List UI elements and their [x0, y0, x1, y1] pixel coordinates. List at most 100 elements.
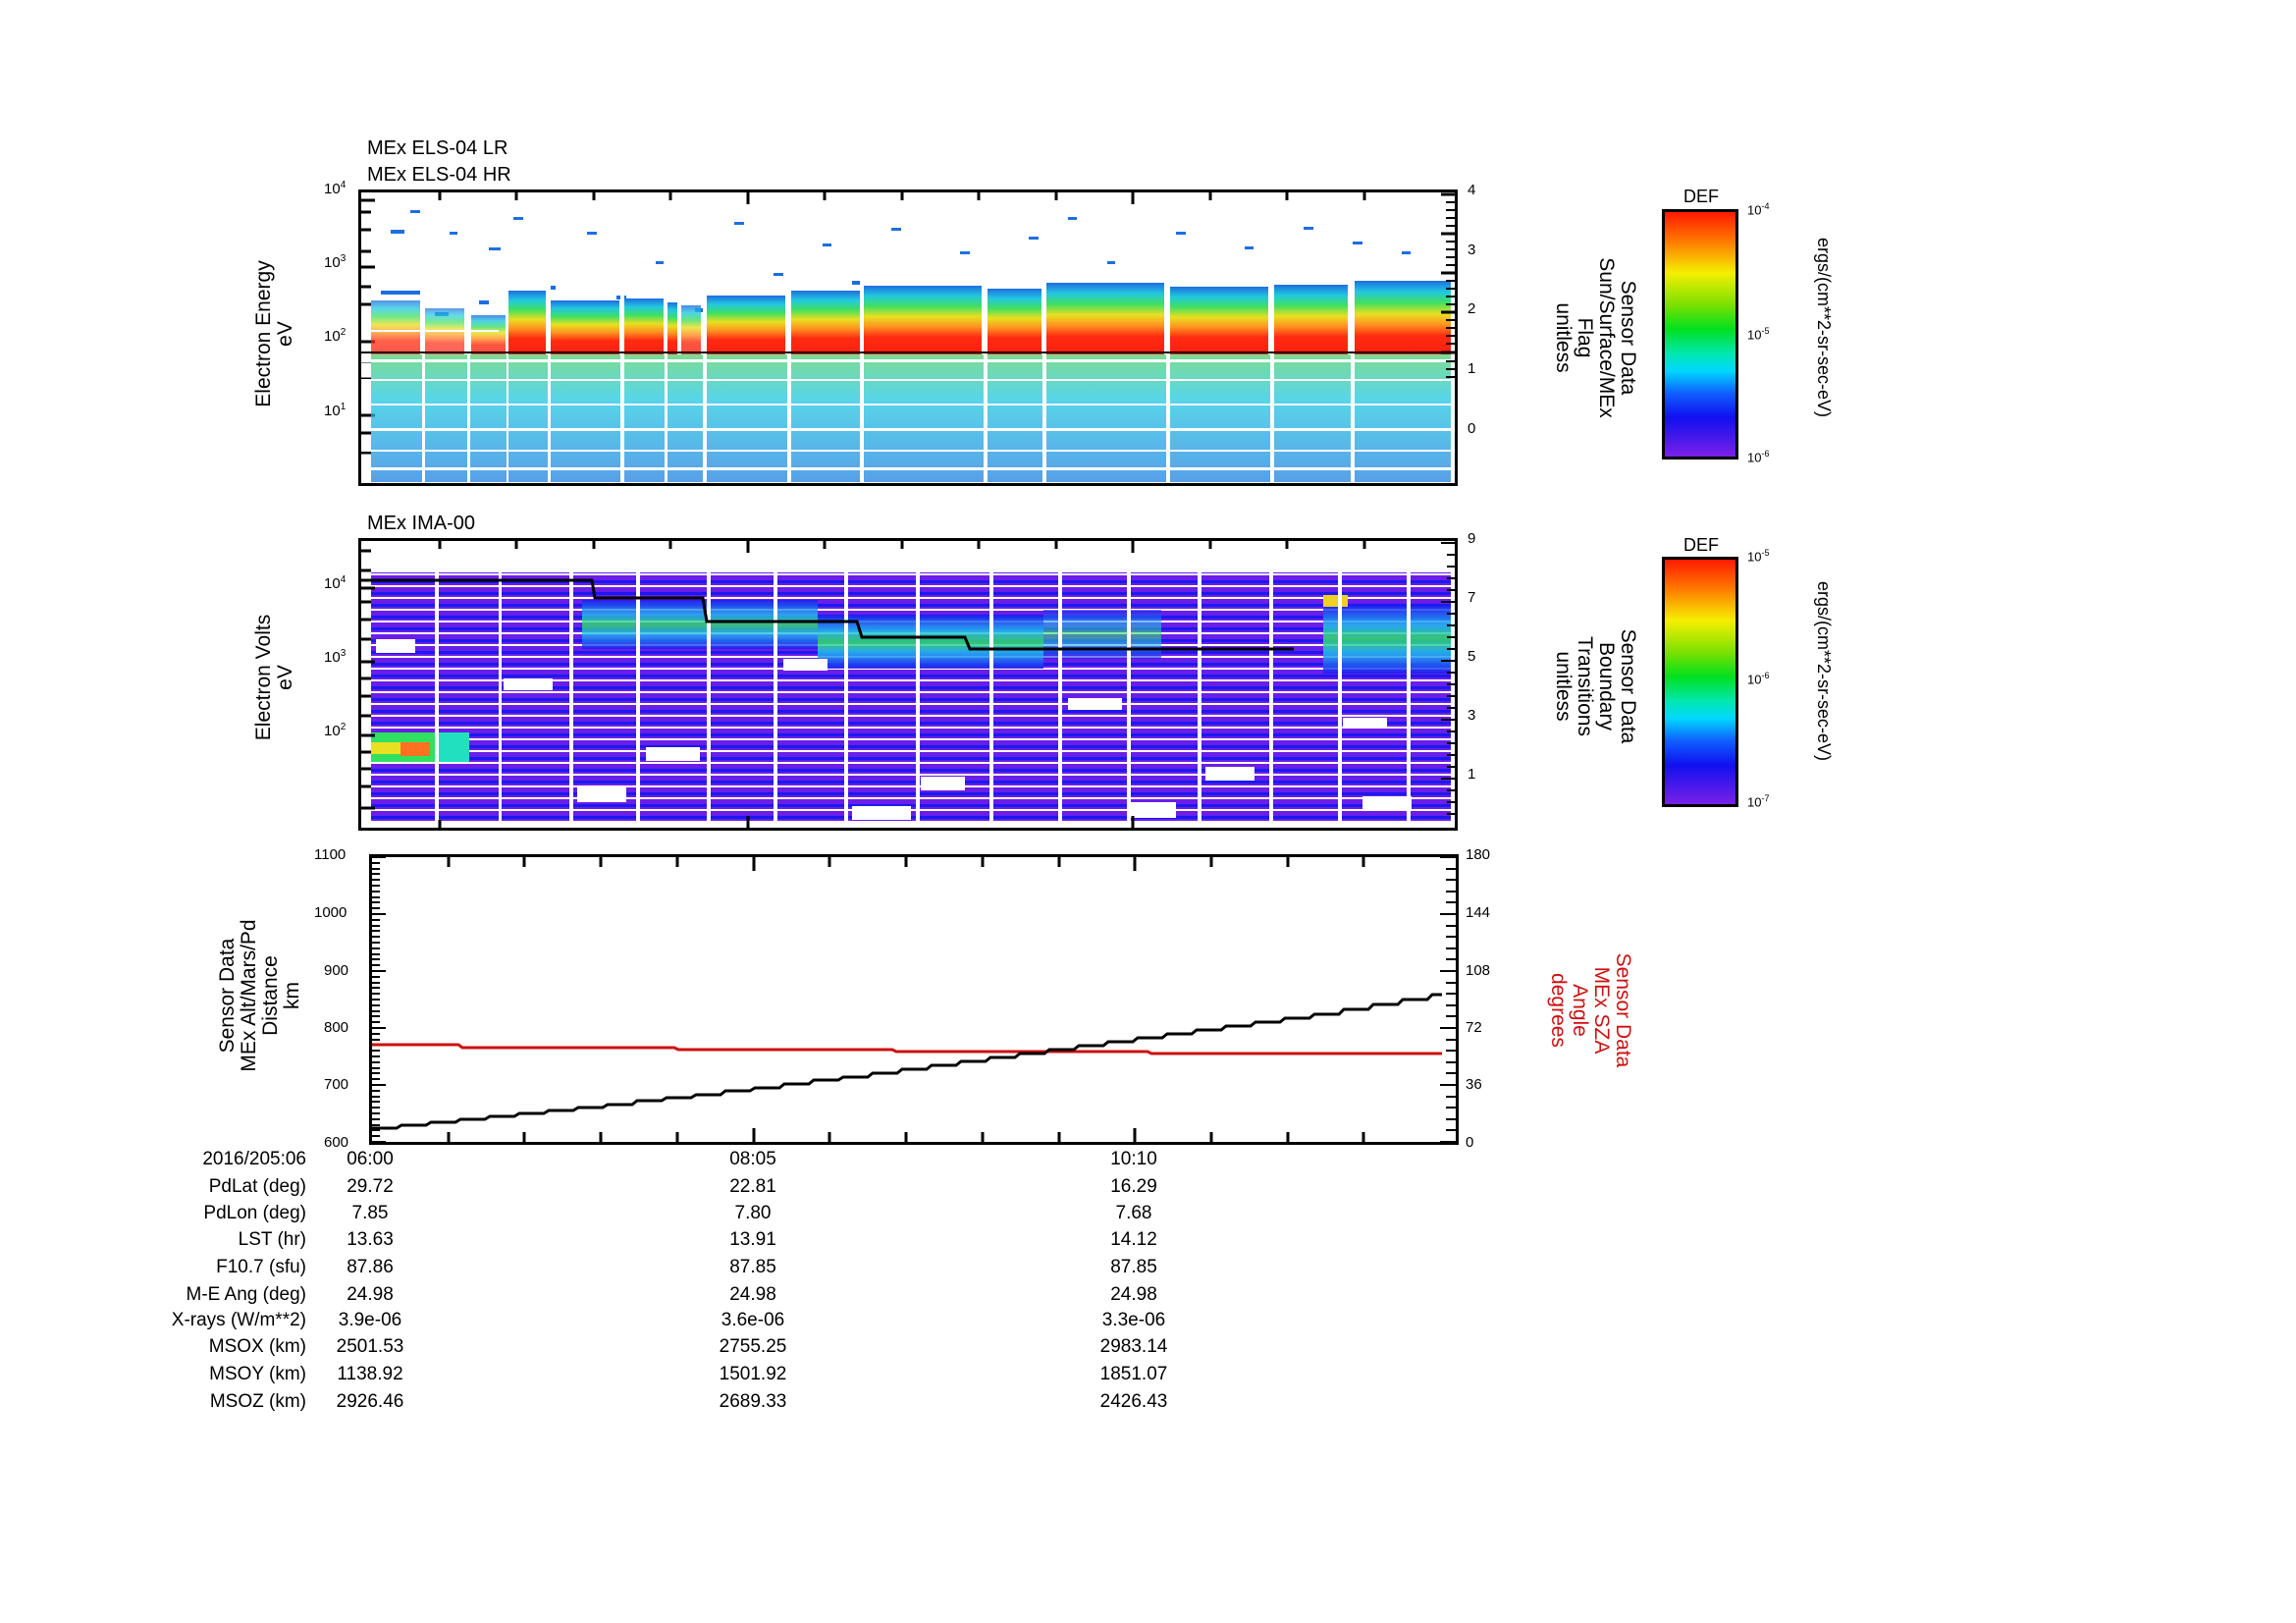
ephemeris-label: MSOZ (km) — [209, 1391, 306, 1412]
ephemeris-value: 24.98 — [1110, 1284, 1157, 1305]
ytick: 104 — [324, 180, 347, 197]
ytick: 1000 — [314, 904, 347, 921]
ytick: 104 — [324, 574, 347, 592]
boundary-transitions-line — [361, 578, 1294, 651]
ephemeris-value: 29.72 — [347, 1176, 394, 1197]
y2tick: 144 — [1466, 904, 1491, 921]
bottom-panel-y2label: Sensor Data MEx SZA Angle degrees — [1547, 912, 1634, 1109]
ytick: 700 — [324, 1076, 349, 1093]
y2label-line: Angle — [1569, 984, 1591, 1037]
ephemeris-label: MSOY (km) — [209, 1364, 306, 1384]
line-plot-panel — [369, 854, 1459, 1145]
ephemeris-value: 1501.92 — [719, 1364, 787, 1384]
ephemeris-label: PdLat (deg) — [208, 1176, 306, 1197]
colorbar-tick: 10-6 — [1747, 449, 1770, 465]
ephemeris-value: 87.85 — [729, 1257, 776, 1277]
ytick: 101 — [324, 402, 347, 419]
y2label-line: Sensor Data — [1617, 280, 1639, 396]
ytick: 102 — [324, 722, 347, 739]
colorbar-tick: 10-4 — [1747, 201, 1770, 218]
y2tick: 7 — [1468, 589, 1476, 606]
ytick: 102 — [324, 327, 347, 345]
ephemeris-value: 06:00 — [347, 1149, 394, 1169]
y2tick: 9 — [1468, 530, 1476, 547]
colorbar-1-unit: ergs/(cm**2-sr-sec-eV) — [1814, 238, 1834, 418]
ephemeris-value: 3.6e-06 — [721, 1310, 785, 1330]
top-panel-title-lr: MEx ELS-04 LR — [367, 137, 508, 159]
colorbar-tick: 10-7 — [1747, 793, 1770, 810]
ylabel-line: km — [281, 982, 303, 1009]
ephemeris-value: 7.68 — [1115, 1203, 1152, 1223]
top-panel-ylabel: Electron Energy eV — [252, 255, 296, 412]
ephemeris-value: 87.86 — [347, 1257, 394, 1277]
ephemeris-value: 14.12 — [1110, 1229, 1157, 1250]
y2tick: 0 — [1468, 420, 1476, 437]
y2label-line: MEx SZA — [1590, 966, 1613, 1055]
y2tick: 72 — [1466, 1019, 1482, 1036]
ephemeris-value: 2983.14 — [1099, 1336, 1168, 1357]
colorbar-tick: 10-6 — [1747, 671, 1770, 687]
y2label-line: Transitions — [1574, 636, 1596, 736]
ylabel-line: Electron Volts — [252, 614, 275, 741]
ephemeris-value: 16.29 — [1110, 1176, 1157, 1197]
colorbar-2 — [1662, 557, 1738, 807]
top-panel-y2label: Sensor Data Sun/Surface/MEx Flag unitles… — [1552, 230, 1639, 446]
y2tick: 1 — [1468, 360, 1476, 377]
ephemeris-value: 22.81 — [729, 1176, 776, 1197]
y2label-line: unitless — [1552, 302, 1575, 373]
top-panel-title-hr: MEx ELS-04 HR — [367, 164, 511, 186]
ephemeris-value: 2926.46 — [336, 1391, 404, 1412]
ephemeris-value: 13.91 — [729, 1229, 776, 1250]
y2tick: 0 — [1466, 1134, 1474, 1151]
ephemeris-label: LST (hr) — [238, 1229, 306, 1250]
electron-spectrogram — [361, 192, 1455, 483]
middle-panel-y2label: Sensor Data Boundary Transitions unitles… — [1552, 578, 1639, 794]
ephemeris-value: 1851.07 — [1099, 1364, 1168, 1384]
ephemeris-value: 08:05 — [729, 1149, 776, 1169]
ephemeris-label: F10.7 (sfu) — [216, 1257, 306, 1277]
colorbar-1 — [1662, 209, 1738, 460]
ephemeris-value: 10:10 — [1110, 1149, 1157, 1169]
ephemeris-value: 2755.25 — [719, 1336, 787, 1357]
ephemeris-value: 24.98 — [347, 1284, 394, 1305]
ephemeris-value: 2426.43 — [1099, 1391, 1168, 1412]
ephemeris-value: 7.80 — [734, 1203, 772, 1223]
middle-panel-ylabel: Electron Volts eV — [252, 599, 296, 756]
sza-line — [372, 1043, 1442, 1055]
electron-spectrogram-panel — [358, 189, 1458, 486]
colorbar-tick: 10-5 — [1747, 326, 1770, 343]
y2tick: 2 — [1468, 300, 1476, 317]
y2tick: 5 — [1468, 648, 1476, 665]
ephemeris-value: 2689.33 — [719, 1391, 787, 1412]
bottom-panel-ylabel: Sensor Data MEx Alt/Mars/Pd Distance km — [216, 873, 303, 1118]
ylabel-line: eV — [274, 665, 296, 690]
colorbar-tick: 10-5 — [1747, 548, 1770, 565]
colorbar-2-unit: ergs/(cm**2-sr-sec-eV) — [1814, 581, 1834, 762]
ion-spectrogram-panel — [358, 538, 1458, 831]
ephemeris-value: 3.3e-06 — [1101, 1310, 1166, 1330]
ylabel-line: Sensor Data — [216, 938, 239, 1054]
ephemeris-label: PdLon (deg) — [203, 1203, 306, 1223]
ephemeris-value: 1138.92 — [337, 1364, 403, 1384]
ylabel-line: MEx Alt/Mars/Pd — [238, 919, 260, 1072]
ephemeris-label: 2016/205:06 — [202, 1149, 306, 1169]
y2tick: 3 — [1468, 242, 1476, 258]
y2label-line: Sensor Data — [1612, 952, 1634, 1068]
ytick: 600 — [324, 1134, 349, 1151]
ephemeris-value: 13.63 — [347, 1229, 394, 1250]
ephemeris-label: M-E Ang (deg) — [186, 1284, 307, 1305]
ephemeris-value: 3.9e-06 — [338, 1310, 402, 1330]
middle-panel-title: MEx IMA-00 — [367, 513, 476, 534]
ephemeris-label: X-rays (W/m**2) — [171, 1310, 306, 1330]
ytick: 103 — [324, 253, 347, 271]
y2tick: 4 — [1468, 182, 1476, 198]
y2label-line: Sensor Data — [1617, 628, 1639, 744]
y2tick: 108 — [1466, 962, 1491, 979]
ephemeris-value: 24.98 — [729, 1284, 776, 1305]
colorbar-2-title: DEF — [1683, 535, 1719, 555]
altitude-sza-plot — [372, 857, 1456, 1142]
ephemeris-value: 2501.53 — [336, 1336, 404, 1357]
y2tick: 180 — [1466, 846, 1491, 863]
y2label-line: Sun/Surface/MEx — [1595, 257, 1618, 418]
colorbar-1-title: DEF — [1683, 187, 1719, 206]
